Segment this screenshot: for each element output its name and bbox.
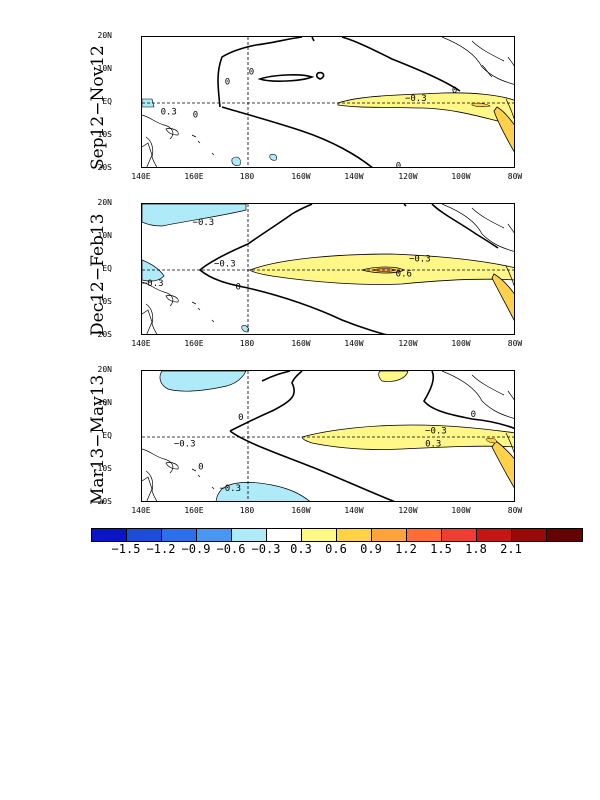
y-tick-label: 10S — [97, 464, 112, 473]
contour-level-label: 0 — [193, 111, 198, 121]
colorbar-swatch — [267, 529, 302, 541]
colorbar-swatch — [372, 529, 407, 541]
colorbar-swatch — [162, 529, 197, 541]
colorbar-swatch — [442, 529, 477, 541]
colorbar-swatch — [512, 529, 547, 541]
contour-level-label: 0 — [249, 68, 254, 78]
contour-level-label: 0 — [471, 410, 476, 420]
cool-anomaly-shading — [142, 204, 249, 333]
x-tick-label: 160W — [291, 506, 311, 515]
x-tick-label: 100W — [451, 339, 471, 348]
x-tick-label: 160E — [184, 339, 204, 348]
y-tick-label: 10N — [97, 398, 112, 407]
contour-level-label: 0 — [396, 162, 401, 168]
colorbar-label: −0.9 — [181, 542, 211, 556]
y-tick-label: 20N — [97, 365, 112, 374]
colorbar-label: 0.6 — [325, 542, 347, 556]
contour-level-label: −0.3 — [214, 259, 236, 269]
colorbar-swatch — [232, 529, 267, 541]
x-tick-label: 140E — [131, 172, 151, 181]
coastlines — [142, 204, 514, 334]
y-tick-label: 10N — [97, 64, 112, 73]
map-plot-area: 0 0 0 0 0 −0.3 0.3 — [141, 36, 515, 168]
colorbar-swatch — [302, 529, 337, 541]
colorbar-swatch — [127, 529, 162, 541]
x-tick-label: 180 — [239, 339, 255, 348]
x-tick-label: 140E — [131, 339, 151, 348]
x-tick-label: 180 — [239, 172, 255, 181]
x-tick-label: 140W — [344, 506, 364, 515]
y-tick-label: EQ — [102, 97, 112, 106]
y-tick-label: 10S — [97, 130, 112, 139]
colorbar-swatch — [197, 529, 232, 541]
zero-contour — [229, 371, 514, 501]
contour-level-label: 0.3 — [425, 440, 441, 450]
y-tick-label: 10S — [97, 297, 112, 306]
contour-level-label: −0.3 — [174, 440, 196, 450]
contour-level-label: 0.6 — [396, 269, 412, 279]
x-tick-label: 140W — [344, 172, 364, 181]
colorbar-swatch — [92, 529, 127, 541]
x-tick-label: 80W — [507, 506, 523, 515]
contour-level-label: 0 — [225, 78, 230, 88]
y-tick-label: 20S — [97, 497, 112, 506]
colorbar-swatch — [337, 529, 372, 541]
warm-anomaly-shading — [301, 371, 514, 489]
map-plot-area: −0.3 0 −0.3 −0.3 0.6 −0.3 — [141, 203, 515, 335]
colorbar-swatch — [407, 529, 442, 541]
colorbar-label: −1.2 — [146, 542, 176, 556]
colorbar-label: 0.3 — [290, 542, 312, 556]
colorbar-label: −0.3 — [251, 542, 281, 556]
colorbar-label: −0.6 — [216, 542, 246, 556]
contour-level-label: 0 — [452, 86, 457, 96]
y-tick-label: 20N — [97, 31, 112, 40]
colorbar-swatch — [547, 529, 582, 541]
x-tick-label: 80W — [507, 172, 523, 181]
contour-level-label: 0 — [238, 413, 243, 423]
warm-anomaly-shading — [249, 253, 514, 321]
contour-level-label: −0.3 — [405, 94, 427, 104]
colorbar-label: 0.9 — [360, 542, 382, 556]
x-tick-label: 160E — [184, 506, 204, 515]
x-tick-label: 160W — [291, 172, 311, 181]
cool-anomaly-shading — [159, 371, 310, 501]
y-tick-label: EQ — [102, 264, 112, 273]
x-tick-label: 100W — [451, 506, 471, 515]
x-tick-label: 100W — [451, 172, 471, 181]
contour-level-label: 0 — [198, 463, 203, 473]
coastlines — [142, 37, 514, 167]
x-tick-label: 80W — [507, 339, 523, 348]
contour-level-label: 0 — [235, 283, 240, 293]
y-tick-label: 20S — [97, 330, 112, 339]
coastlines — [142, 371, 514, 501]
colorbar-label: 1.2 — [395, 542, 417, 556]
y-tick-label: 10N — [97, 231, 112, 240]
colorbar-swatches — [91, 528, 583, 542]
contour-level-label: −0.3 — [409, 254, 431, 264]
contour-level-label: −0.3 — [425, 426, 447, 436]
colorbar-label: 1.8 — [465, 542, 487, 556]
x-tick-label: 140E — [131, 506, 151, 515]
y-tick-label: 20N — [97, 198, 112, 207]
colorbar-label: −1.5 — [111, 542, 141, 556]
warm-anomaly-shading — [337, 92, 514, 153]
x-tick-label: 160W — [291, 339, 311, 348]
x-tick-label: 120W — [398, 339, 418, 348]
contour-level-label: −0.3 — [142, 279, 164, 289]
y-tick-label: EQ — [102, 431, 112, 440]
x-tick-label: 140W — [344, 339, 364, 348]
contour-level-label: −0.3 — [193, 218, 215, 228]
x-tick-label: 120W — [398, 172, 418, 181]
x-tick-label: 120W — [398, 506, 418, 515]
zero-contour — [217, 37, 461, 167]
colorbar-label: 2.1 — [500, 542, 522, 556]
colorbar-label: 1.5 — [430, 542, 452, 556]
x-tick-label: 160E — [184, 172, 204, 181]
x-tick-label: 180 — [239, 506, 255, 515]
colorbar-swatch — [477, 529, 512, 541]
contour-level-label: −0.3 — [219, 484, 241, 494]
y-tick-label: 20S — [97, 163, 112, 172]
contour-level-label: 0.3 — [161, 107, 177, 117]
map-plot-area: 0 0 −0.3 0.3 0 −0.3 −0.3 — [141, 370, 515, 502]
